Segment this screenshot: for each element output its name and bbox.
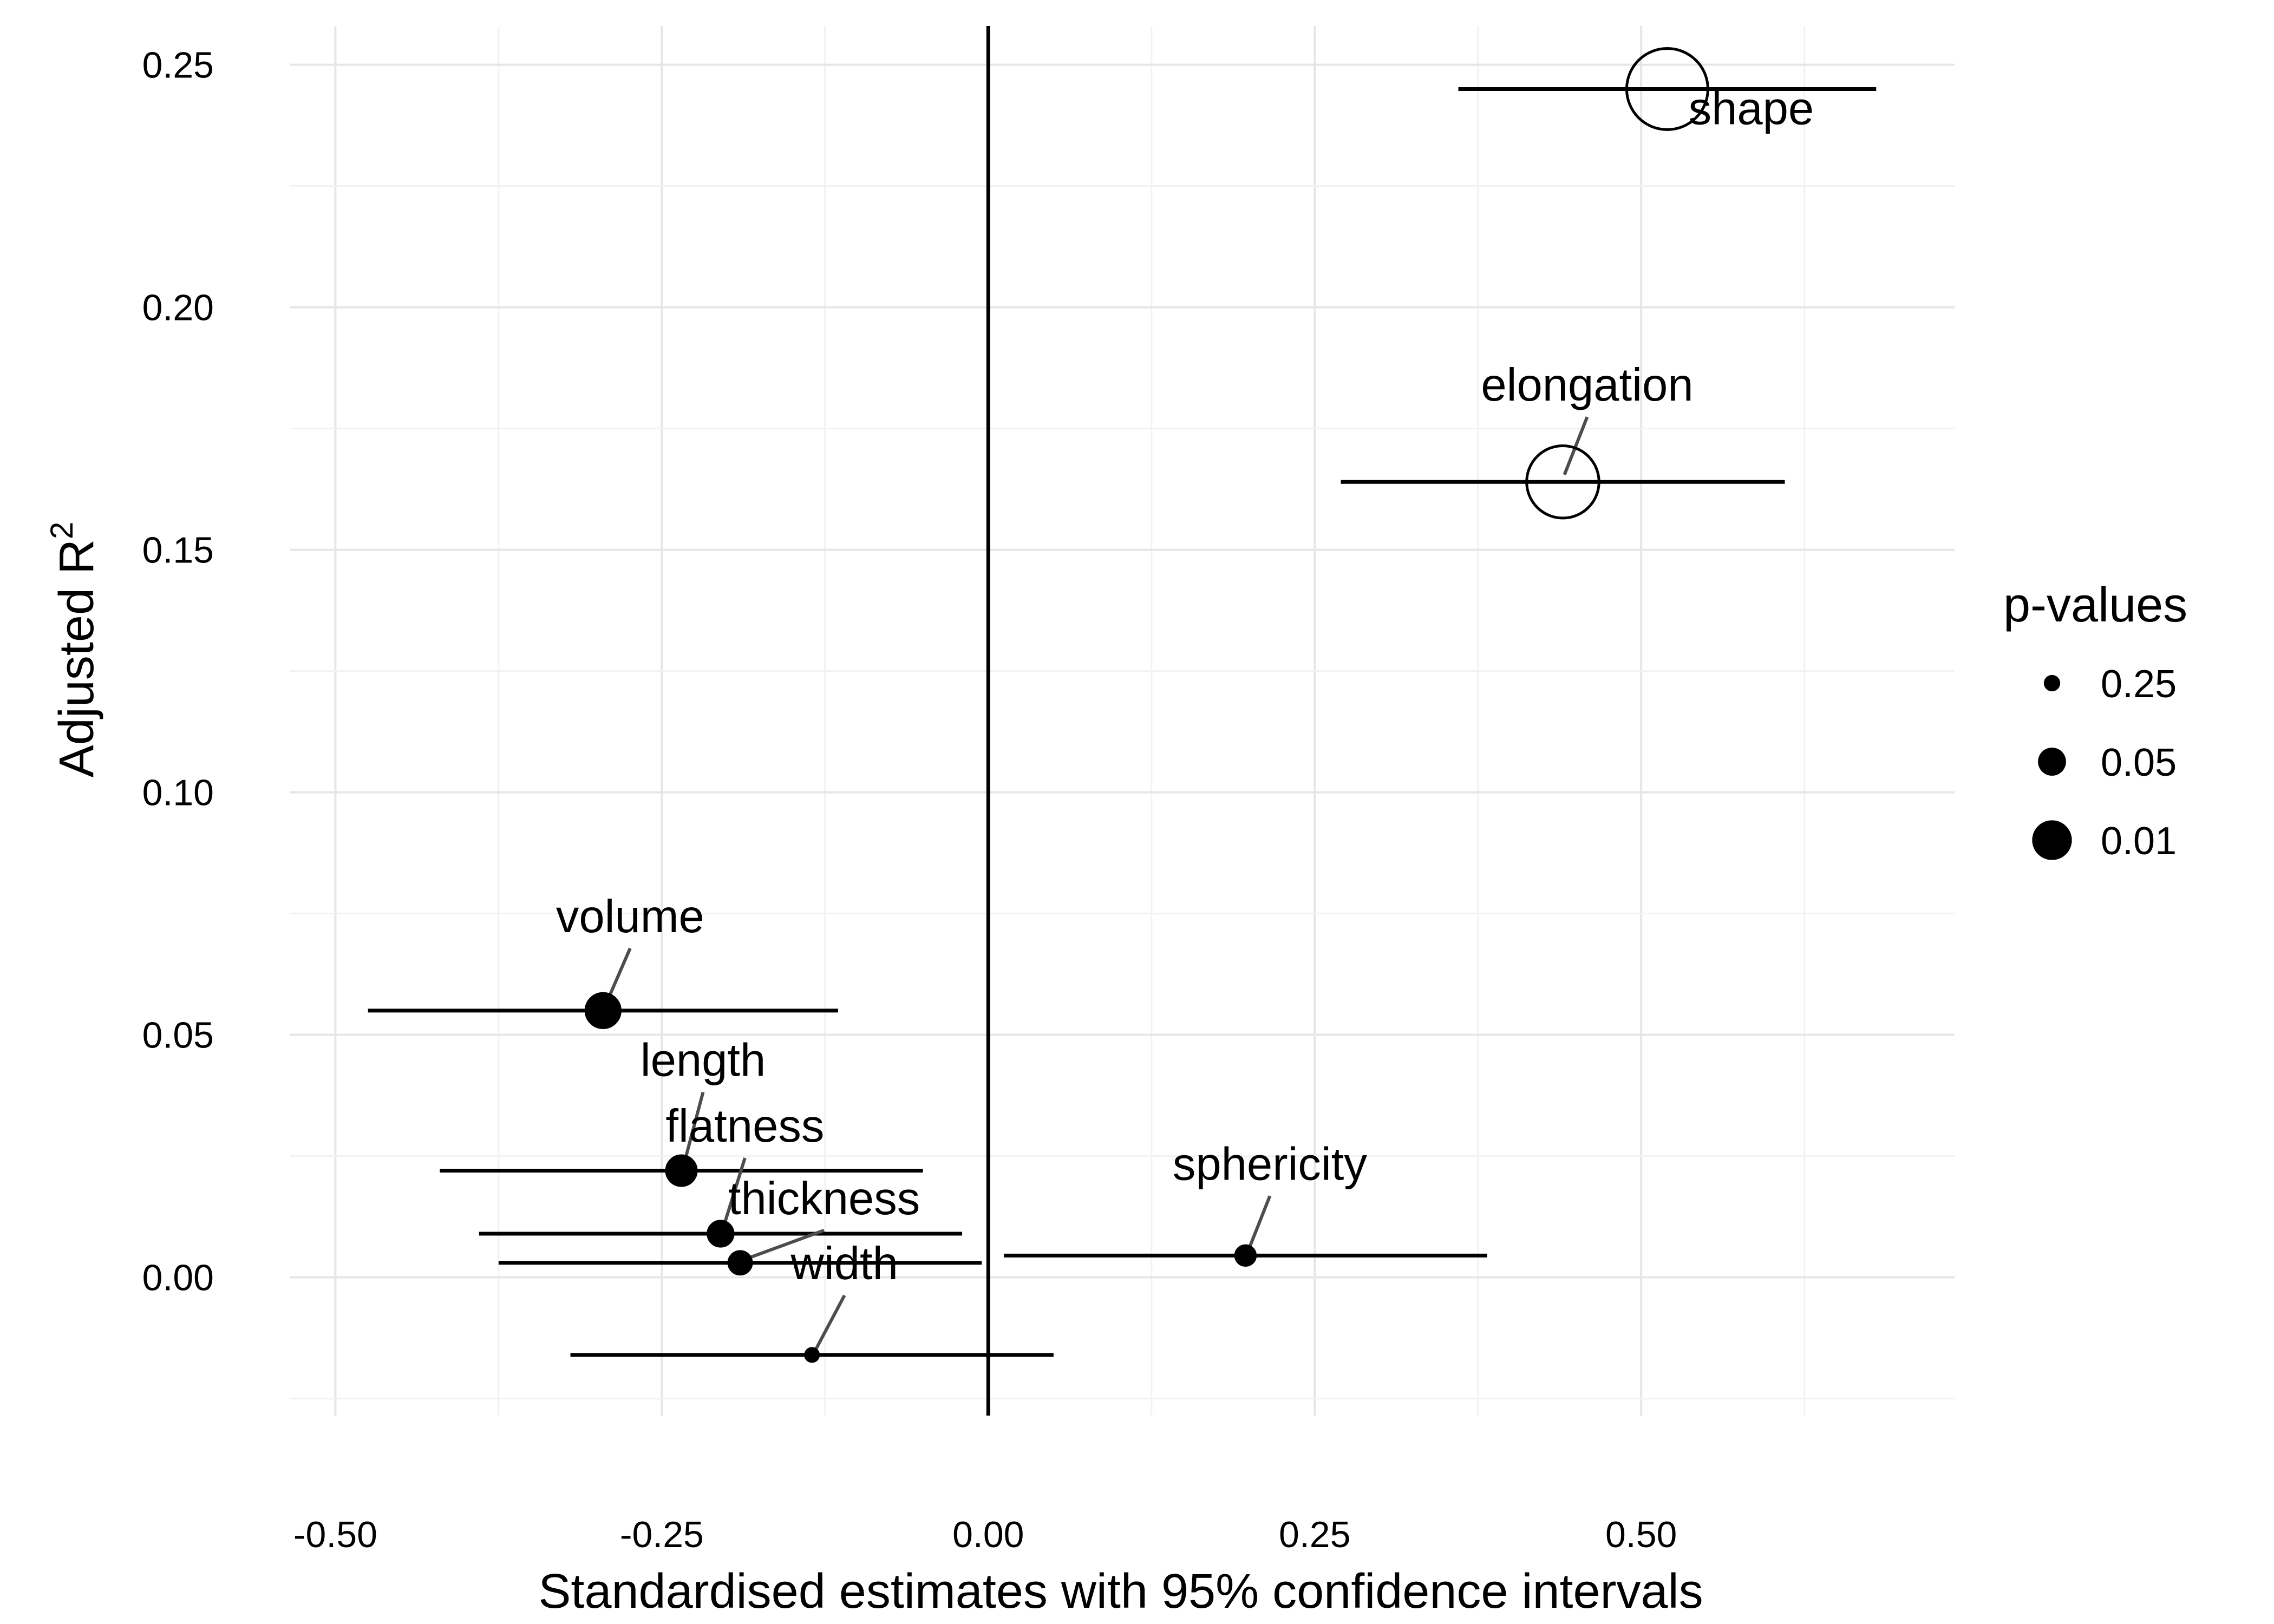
y-axis-title-main: Adjusted R — [50, 539, 104, 777]
point-sphericity — [1234, 1244, 1257, 1267]
point-label-length: length — [641, 1035, 766, 1086]
x-tick-label: 0.25 — [1279, 1514, 1350, 1555]
confidence-intervals — [368, 87, 1877, 1357]
point-label-sphericity: sphericity — [1173, 1138, 1368, 1190]
point-flatness — [707, 1220, 735, 1248]
point-width — [804, 1347, 820, 1363]
point-label-elongation: elongation — [1481, 359, 1693, 411]
y-axis-title-superscript: 2 — [44, 522, 80, 539]
point-thickness — [727, 1250, 753, 1276]
leader-elongation — [1563, 416, 1589, 475]
x-tick-label: -0.50 — [293, 1514, 377, 1555]
point-labels: shape elongation volume length flatness thick… — [556, 83, 1814, 1289]
y-tick-label: 0.00 — [142, 1258, 214, 1299]
legend-key-0.25 — [2043, 675, 2061, 692]
y-axis-ticks: 0.00 0.05 0.10 0.15 0.20 0.25 — [142, 45, 214, 1299]
y-tick-label: 0.15 — [142, 530, 214, 571]
x-axis-ticks: -0.50 -0.25 0.00 0.25 0.50 — [293, 1514, 1677, 1555]
leader-flatness — [721, 1157, 747, 1232]
point-label-thickness: thickness — [728, 1173, 920, 1224]
leader-sphericity — [1245, 1195, 1272, 1254]
point-label-flatness: flatness — [665, 1101, 824, 1152]
leader-thickness — [741, 1228, 825, 1262]
grid — [290, 26, 1955, 1416]
point-label-width: width — [790, 1238, 898, 1289]
legend-label: 0.25 — [2101, 663, 2177, 706]
y-tick-label: 0.20 — [142, 287, 214, 329]
y-axis-title: Adjusted R2 — [44, 522, 104, 778]
legend-label: 0.01 — [2101, 820, 2177, 863]
point-label-shape: shape — [1689, 83, 1814, 134]
legend-key-0.05 — [2038, 748, 2066, 776]
legend-key-0.01 — [2032, 820, 2072, 860]
leader-length — [681, 1091, 705, 1168]
leader-width — [812, 1294, 846, 1354]
point-length — [665, 1154, 698, 1187]
point-label-volume: volume — [556, 891, 704, 942]
point-elongation — [1525, 444, 1600, 520]
x-tick-label: 0.50 — [1605, 1514, 1677, 1555]
legend-entries: 0.25 0.05 0.01 — [2032, 663, 2177, 863]
x-tick-label: 0.00 — [952, 1514, 1024, 1555]
x-axis-title: Standardised estimates with 95% confiden… — [538, 1564, 1703, 1619]
y-tick-label: 0.05 — [142, 1015, 214, 1056]
legend: p-values 0.25 0.05 0.01 — [2003, 578, 2187, 863]
estimate-points — [584, 47, 1709, 1363]
legend-title: p-values — [2003, 578, 2187, 632]
point-shape — [1625, 47, 1709, 131]
legend-label: 0.05 — [2101, 741, 2177, 784]
x-tick-label: -0.25 — [620, 1514, 704, 1555]
point-volume — [584, 992, 622, 1029]
y-tick-label: 0.10 — [142, 772, 214, 814]
y-tick-label: 0.25 — [142, 45, 214, 86]
